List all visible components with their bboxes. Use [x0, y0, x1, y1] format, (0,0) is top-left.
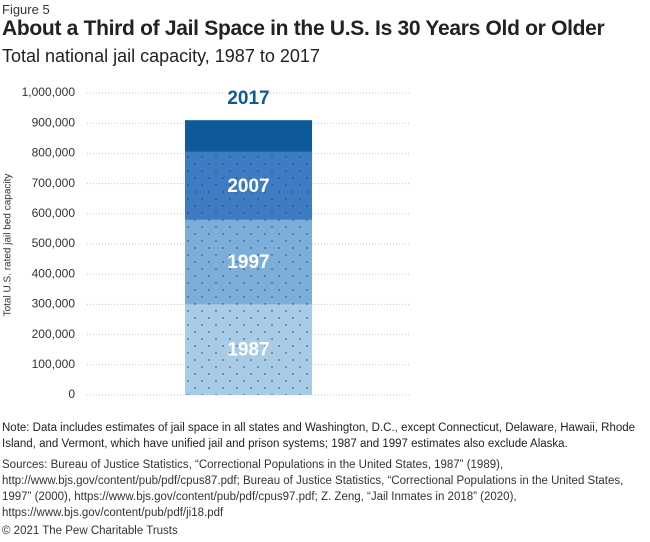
y-tick-label: 600,000: [32, 206, 76, 220]
bar-segment: [185, 151, 312, 220]
y-tick-label: 700,000: [32, 176, 76, 190]
y-tick-label: 1,000,000: [22, 85, 76, 99]
bar-segment: [185, 219, 312, 305]
y-tick-label: 300,000: [32, 297, 76, 311]
segment-label: 2017: [227, 88, 269, 109]
segment-label: 1997: [227, 252, 269, 273]
y-axis-label: Total U.S. rated jail bed capacity: [3, 174, 14, 317]
y-tick-label: 0: [68, 387, 75, 401]
y-tick-label: 400,000: [32, 266, 76, 280]
y-tick-label: 100,000: [32, 357, 76, 371]
segment-label: 2007: [227, 176, 269, 197]
figure-label: Figure 5: [2, 2, 50, 17]
y-tick-label: 200,000: [32, 327, 76, 341]
y-tick-label: 900,000: [32, 115, 76, 129]
chart-title: About a Third of Jail Space in the U.S. …: [2, 17, 605, 40]
copyright: © 2021 The Pew Charitable Trusts: [2, 525, 178, 537]
segment-label: 1987: [227, 340, 269, 361]
y-tick-label: 500,000: [32, 236, 76, 250]
bar-segment: [185, 304, 312, 395]
chart-subtitle: Total national jail capacity, 1987 to 20…: [2, 46, 320, 66]
bar-segment: [185, 120, 312, 152]
note: Note: Data includes estimates of jail sp…: [2, 422, 636, 450]
source: Sources: Bureau of Justice Statistics, “…: [2, 459, 624, 519]
y-tick-label: 800,000: [32, 146, 76, 160]
